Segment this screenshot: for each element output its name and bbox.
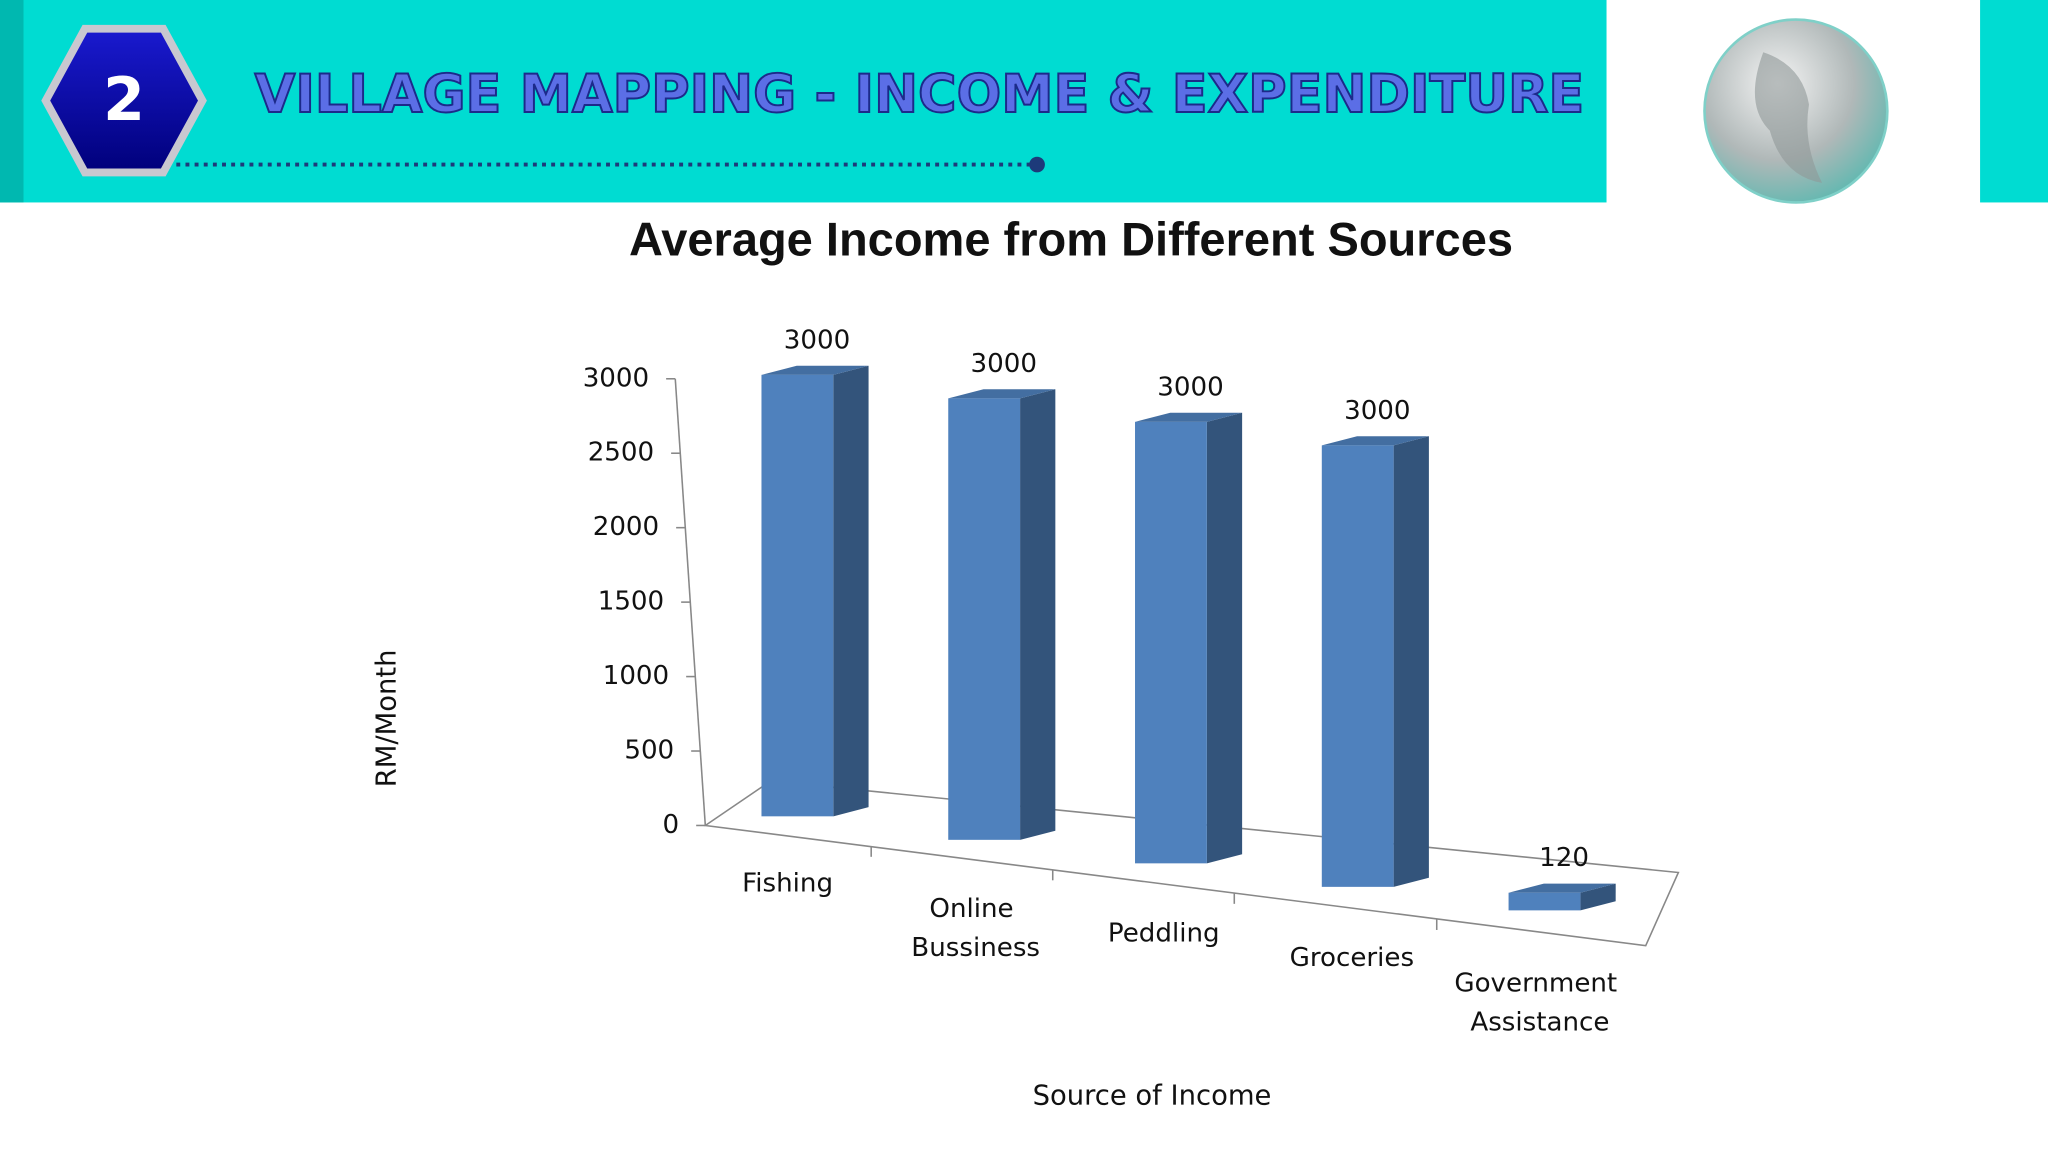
bar-front	[761, 374, 834, 817]
bar-front	[1508, 892, 1581, 911]
x-tick-label: Peddling	[1108, 918, 1220, 948]
bar-front	[1321, 445, 1394, 887]
value-label: 3000	[1157, 372, 1223, 402]
header-rule-dot	[1029, 156, 1045, 173]
bar	[1508, 883, 1616, 911]
bar	[948, 389, 1056, 840]
bar-front	[1135, 421, 1207, 864]
bar-side	[1206, 412, 1243, 864]
hexagon-badge	[41, 24, 207, 177]
chart-title: Average Income from Different Sources	[629, 212, 1513, 265]
globe-land	[1754, 52, 1823, 183]
section-number: 2	[103, 65, 145, 135]
bar-side	[1020, 389, 1056, 840]
y-tick-label: 2000	[593, 512, 659, 542]
header-band	[0, 0, 1607, 203]
value-label: 3000	[784, 325, 850, 355]
y-tick-label: 0	[663, 810, 680, 840]
bar-top	[948, 389, 1056, 399]
y-axis	[674, 378, 707, 826]
bar	[1135, 412, 1243, 864]
bar-top	[1321, 436, 1429, 446]
header-title: VILLAGE MAPPING - INCOME & EXPENDITURE	[255, 65, 1585, 125]
bar-top	[1135, 412, 1243, 422]
x-tick-label: Online Bussiness	[911, 894, 1040, 963]
header-edge	[0, 0, 24, 203]
y-tick-label: 2500	[588, 438, 654, 468]
y-tick-label: 1000	[603, 661, 669, 691]
y-axis-label: RM/Month	[371, 649, 402, 787]
floor	[703, 780, 1680, 947]
bar-top	[761, 365, 869, 375]
x-tick-label: Groceries	[1290, 943, 1414, 973]
y-tick-label: 3000	[583, 363, 649, 393]
category-ticks	[870, 846, 1438, 930]
bar-top	[1508, 883, 1616, 893]
value-label: 3000	[1344, 396, 1410, 426]
bar-side	[1393, 436, 1429, 887]
bar	[761, 365, 869, 817]
bar	[1321, 436, 1429, 887]
x-tick-label: Fishing	[742, 869, 833, 899]
y-tick-label: 1500	[598, 587, 664, 617]
bar-side	[1580, 883, 1616, 911]
x-axis-label: Source of Income	[1033, 1081, 1272, 1112]
header-band-right	[1980, 0, 2048, 203]
x-tick-label: Government Assistance	[1454, 968, 1625, 1037]
bar-front	[948, 398, 1021, 840]
value-label: 3000	[971, 349, 1037, 379]
y-tick-label: 500	[624, 736, 674, 766]
value-label: 120	[1539, 843, 1589, 873]
bar-side	[833, 365, 869, 817]
